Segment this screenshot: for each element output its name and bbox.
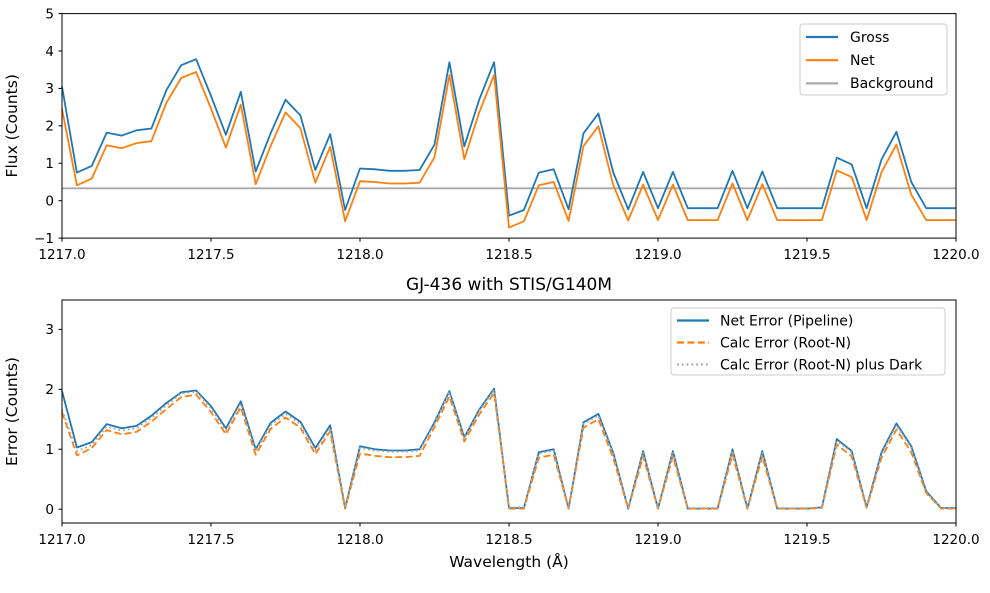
x-tick-label: 1219.0	[634, 247, 681, 263]
y-tick-label: 3	[45, 322, 54, 338]
legend-box	[670, 307, 946, 376]
legend-label: Net	[850, 53, 875, 69]
legend-label: Gross	[850, 30, 889, 46]
legend-label: Background	[850, 76, 934, 92]
y-tick-label: 0	[45, 193, 54, 209]
flux-axes: 1217.0 1217.5 1218.0 1218.5 1219.0 1219.5 1220…	[3, 6, 980, 263]
x-tick-label: 1219.5	[783, 247, 830, 263]
x-tick-label: 1218.0	[336, 247, 383, 263]
y-tick-label: 2	[45, 119, 54, 135]
legend-box	[799, 23, 948, 96]
x-tick-label: 1220.0	[932, 532, 979, 548]
y-tick-label: 3	[45, 81, 54, 97]
x-tick-label: 1217.5	[187, 532, 234, 548]
x-tick-label: 1219.0	[634, 532, 681, 548]
y-tick-label: 0	[45, 502, 54, 518]
x-tick-label: 1217.0	[38, 532, 85, 548]
chart-title: GJ-436 with STIS/G140M	[406, 275, 612, 295]
x-tick-label: 1218.0	[336, 532, 383, 548]
net-line	[61, 71, 956, 229]
legend: Net Error (Pipeline) Calc Error (Root-N) C…	[670, 307, 946, 376]
error-axes: 1217.0 1217.5 1218.0 1218.5 1219.0 1219.5 1220…	[3, 275, 980, 571]
legend: Gross Net Background	[799, 23, 948, 96]
x-tick-label: 1219.5	[783, 532, 830, 548]
x-tick-label: 1218.5	[485, 532, 532, 548]
calc-error-root-n-plus-dark-line	[61, 388, 956, 509]
x-tick-label: 1218.5	[485, 247, 532, 263]
x-axis-label: Wavelength (Å)	[449, 552, 569, 571]
y-tick-label: 2	[45, 382, 54, 398]
calc-error-root-n--line	[61, 391, 956, 510]
y-tick-label: 5	[45, 6, 54, 22]
error-ylabel: Error (Counts)	[3, 357, 21, 466]
y-tick-label: 4	[45, 44, 54, 60]
flux-ylabel: Flux (Counts)	[3, 74, 21, 177]
legend-label: Calc Error (Root-N) plus Dark	[720, 357, 923, 373]
x-tick-label: 1217.5	[187, 247, 234, 263]
y-tick-label: 1	[45, 442, 54, 458]
y-tick-label: 1	[45, 156, 54, 172]
legend-label: Net Error (Pipeline)	[720, 313, 853, 329]
x-tick-label: 1220.0	[932, 247, 979, 263]
legend-label: Calc Error (Root-N)	[720, 335, 851, 351]
gross-line	[61, 58, 956, 217]
x-tick-label: 1217.0	[38, 247, 85, 263]
y-tick-label: −1	[34, 231, 54, 247]
